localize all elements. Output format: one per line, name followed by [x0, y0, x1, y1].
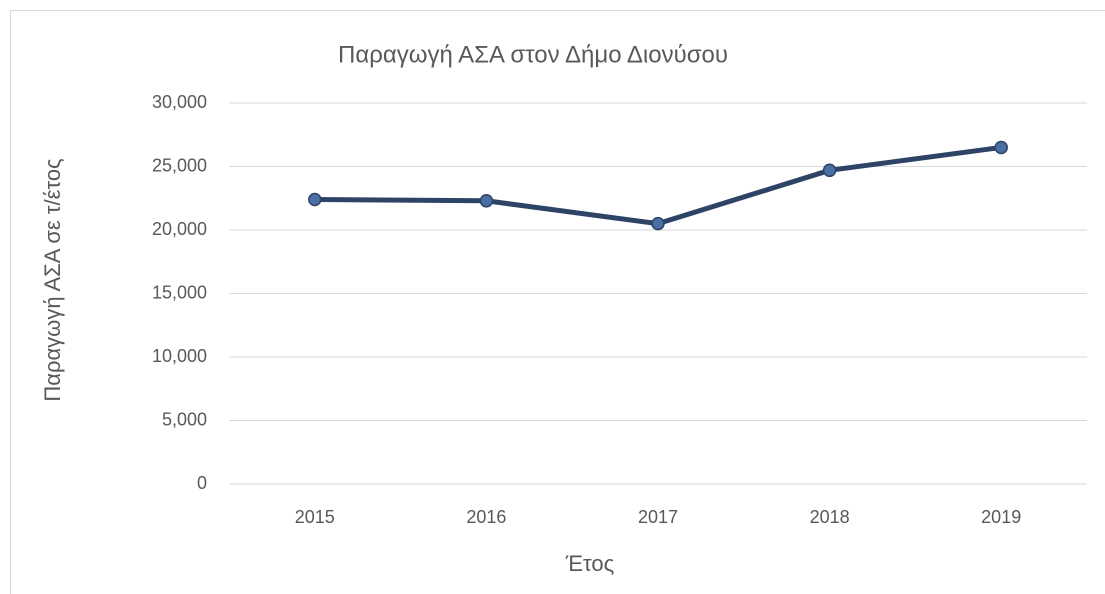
y-tick-label: 10,000 [152, 346, 207, 366]
x-tick-label: 2015 [295, 507, 335, 527]
y-tick-label: 5,000 [162, 409, 207, 429]
data-point [651, 216, 665, 231]
x-tick-label: 2018 [810, 507, 850, 527]
x-tick-label: 2017 [638, 507, 678, 527]
data-point [479, 194, 494, 208]
y-tick-label: 20,000 [152, 219, 207, 239]
y-tick-label: 15,000 [152, 282, 207, 302]
y-tick-label: 0 [197, 473, 207, 493]
x-tick-label: 2019 [981, 507, 1021, 527]
data-point [822, 163, 837, 178]
chart-title: Παραγωγή ΑΣΑ στον Δήμο Διονύσου [338, 41, 728, 68]
x-tick-label: 2016 [466, 507, 506, 527]
x-axis-label: Έτος [565, 551, 614, 576]
y-axis-label: Παραγωγή ΑΣΑ σε τ/έτος [40, 158, 65, 401]
data-point [994, 140, 1008, 155]
y-tick-label: 25,000 [152, 155, 207, 175]
data-point [308, 192, 322, 207]
chart-border [10, 10, 1105, 594]
y-tick-label: 30,000 [152, 92, 207, 112]
